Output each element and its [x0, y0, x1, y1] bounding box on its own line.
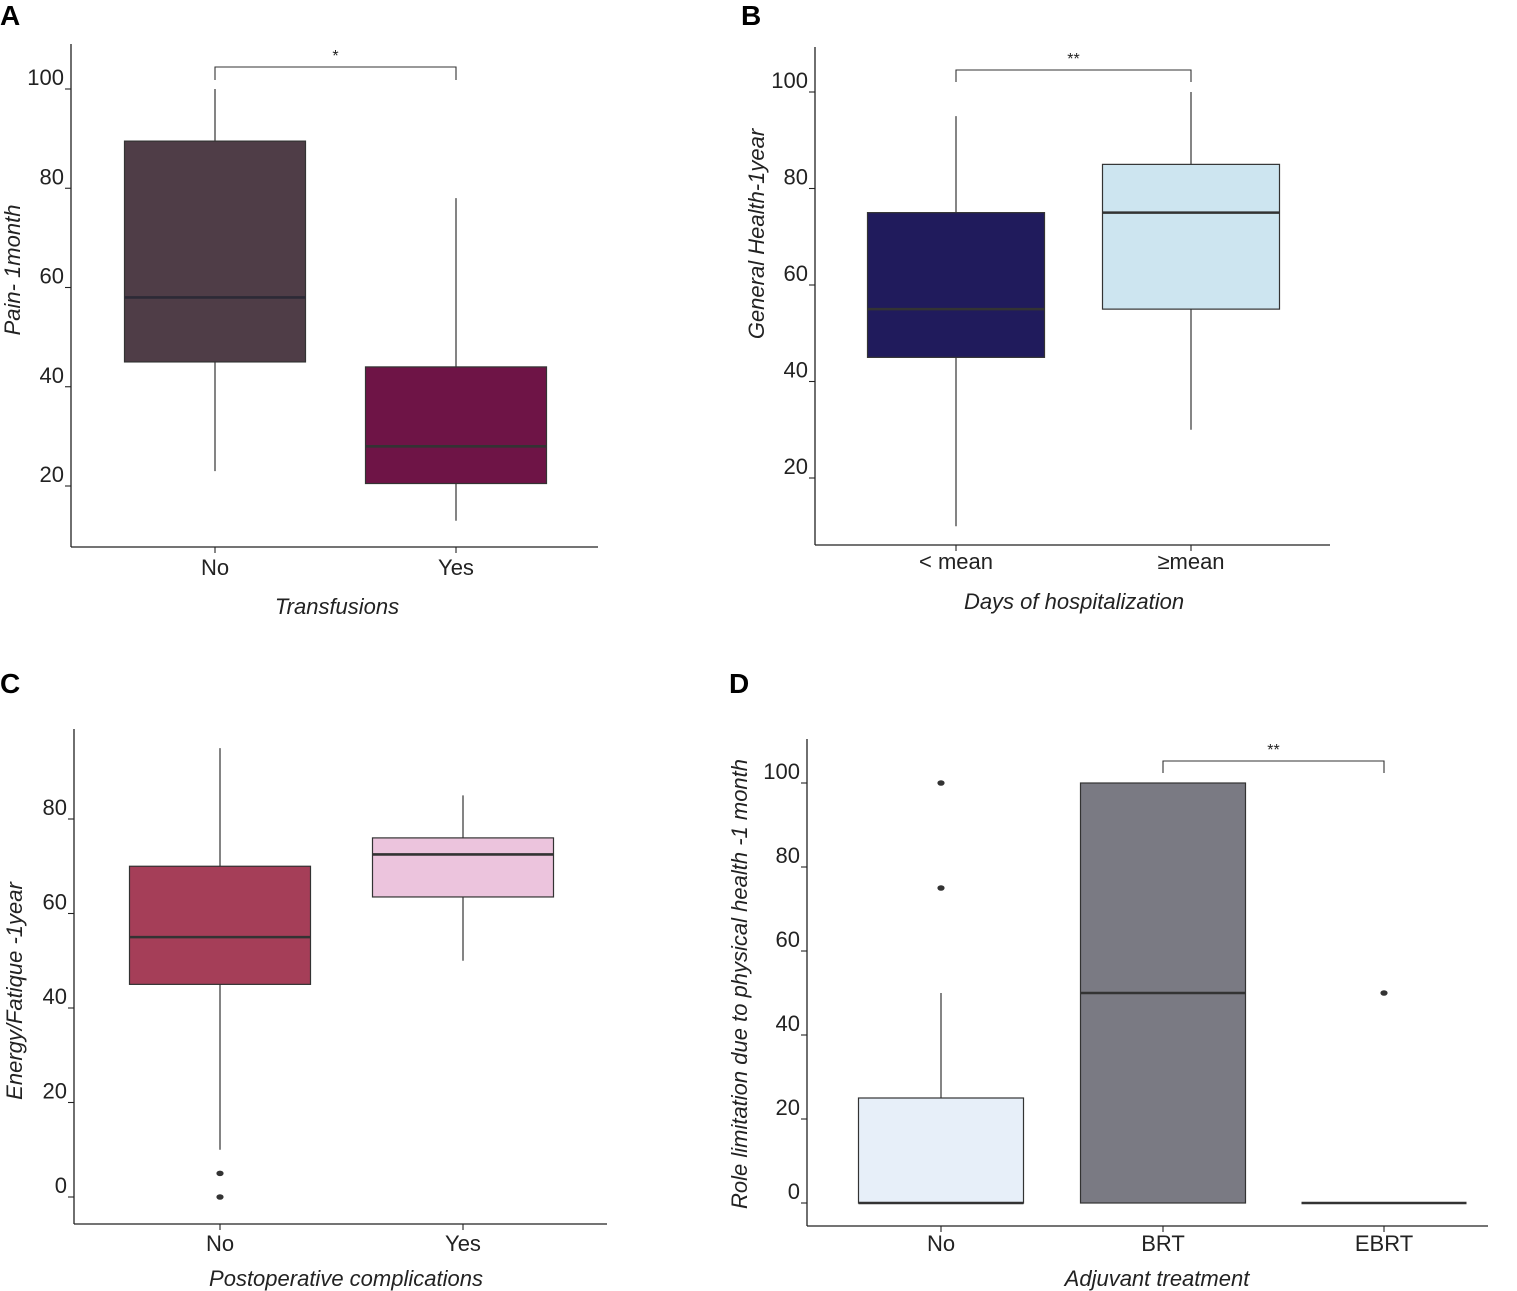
- panel-a-significance-bracket: [214, 66, 457, 80]
- panel-c-box-yes-iqr-box: [371, 837, 555, 898]
- panel-d-letter: D: [729, 668, 749, 699]
- panel-d-x-axis-title: Adjuvant treatment: [1063, 1266, 1251, 1291]
- panel-b-y-tick-label: 40: [784, 358, 808, 383]
- panel-d-y-tick-label: 60: [776, 927, 800, 952]
- panel-b-y-axis-title: General Health-1year: [744, 127, 769, 339]
- panel-a-letter: A: [0, 0, 20, 31]
- panel-a-y-tick-label: 80: [40, 164, 64, 189]
- panel-c: C 0 20 40 60 80 No Yes Postoperative complicatio…: [0, 668, 607, 1291]
- panel-a-x-axis-title: Transfusions: [275, 594, 399, 619]
- panel-b-box-mean-iqr-box: [866, 212, 1046, 358]
- panel-d-box-no-outlier: [937, 780, 945, 786]
- panel-d-y-axis-title: Role limitation due to physical health -…: [727, 759, 752, 1209]
- panel-b-y-tick-label: 100: [771, 68, 808, 93]
- panel-d-x-tick-label: BRT: [1141, 1231, 1185, 1256]
- panel-d-y-tick-label: 0: [788, 1179, 800, 1204]
- panel-c-x-tick-label: Yes: [445, 1231, 481, 1256]
- panel-b-y-tick-label: 80: [784, 165, 808, 190]
- panel-b-significance-label: **: [1067, 51, 1079, 68]
- panel-c-y-tick-label: 60: [43, 890, 67, 915]
- panel-b-x-tick-label: < mean: [919, 549, 993, 574]
- panel-c-box-no-outlier: [216, 1194, 224, 1200]
- panel-a-box-yes-iqr-box: [364, 366, 548, 485]
- panel-a-box-no-iqr-box: [123, 140, 307, 363]
- panel-b-significance-bracket: [955, 69, 1192, 82]
- panel-d-significance-label: **: [1267, 742, 1279, 759]
- panel-d-box-no-iqr-box: [857, 1097, 1025, 1204]
- panel-a-x-tick-label: No: [201, 555, 229, 580]
- panel-c-y-tick-label: 0: [55, 1173, 67, 1198]
- panel-d-x-tick-label: No: [927, 1231, 955, 1256]
- panel-d-significance-bracket: [1162, 760, 1385, 773]
- panel-b-y-tick-label: 20: [784, 454, 808, 479]
- panel-d-box-ebrt-outlier: [1380, 990, 1388, 996]
- panel-c-box-no-outlier: [216, 1170, 224, 1177]
- panel-b: B 20 40 60 80 100 < mean ≥mean ** Days of hospita…: [741, 0, 1330, 614]
- panel-b-letter: B: [741, 0, 761, 31]
- panel-d-x-tick-label: EBRT: [1355, 1231, 1413, 1256]
- panel-c-x-tick-label: No: [206, 1231, 234, 1256]
- panel-b-box-mean-iqr-box: [1101, 163, 1281, 310]
- panel-d-y-tick-label: 20: [776, 1095, 800, 1120]
- panel-a: A 20 40 60 80 100 No Yes * Transfusions Pain- 1mon…: [0, 0, 598, 619]
- panel-a-y-tick-label: 40: [40, 363, 64, 388]
- panel-d-box-no-outlier: [937, 885, 945, 891]
- panel-c-y-axis-title: Energy/Fatique -1year: [2, 880, 27, 1099]
- panel-a-y-axis-title: Pain- 1month: [0, 205, 25, 336]
- panel-d: D 0 20 40 60 80 100 No BRT EBRT ** Adjuvant treatme…: [727, 668, 1488, 1291]
- panel-b-y-tick-label: 60: [784, 261, 808, 286]
- panel-a-x-tick-label: Yes: [438, 555, 474, 580]
- panel-c-letter: C: [0, 668, 20, 699]
- panel-d-y-tick-label: 80: [776, 843, 800, 868]
- panel-a-y-tick-label: 100: [27, 65, 64, 90]
- panel-c-box-no-iqr-box: [128, 865, 312, 985]
- panel-c-y-tick-label: 20: [43, 1079, 67, 1104]
- panel-a-y-tick-label: 20: [40, 462, 64, 487]
- panel-c-y-tick-label: 40: [43, 984, 67, 1009]
- panel-b-x-axis-title: Days of hospitalization: [964, 589, 1184, 614]
- panel-b-x-tick-label: ≥mean: [1157, 549, 1224, 574]
- panel-d-y-tick-label: 100: [763, 759, 800, 784]
- panel-a-significance-label: *: [332, 48, 338, 65]
- panel-d-y-tick-label: 40: [776, 1011, 800, 1036]
- panel-c-x-axis-title: Postoperative complications: [209, 1266, 483, 1291]
- panel-a-y-tick-label: 60: [40, 264, 64, 289]
- panel-c-y-tick-label: 80: [43, 795, 67, 820]
